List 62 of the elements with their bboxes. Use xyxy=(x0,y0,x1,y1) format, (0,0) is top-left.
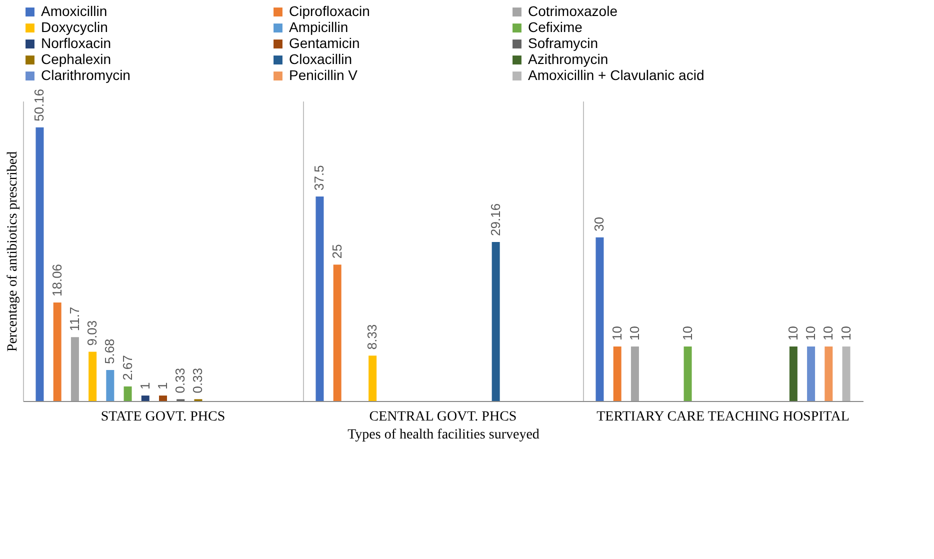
bar xyxy=(596,237,604,401)
data-label: 10 xyxy=(803,326,818,340)
bar xyxy=(141,396,150,401)
data-label: 10 xyxy=(838,326,854,340)
y-axis-title: Percentage of antibiotics prescribed xyxy=(6,151,20,352)
bar xyxy=(124,386,132,401)
data-label: 18.06 xyxy=(49,264,64,296)
bar xyxy=(824,346,833,401)
bar xyxy=(316,196,324,401)
data-label: 10 xyxy=(820,326,836,340)
bar xyxy=(842,346,850,401)
bar xyxy=(789,346,798,401)
data-label: 10 xyxy=(626,326,642,340)
data-label: 0.33 xyxy=(190,368,206,394)
legend-label: Cefixime xyxy=(528,19,583,35)
data-label: 10 xyxy=(609,326,624,340)
data-label: 5.68 xyxy=(102,338,118,364)
legend-label: Clarithromycin xyxy=(41,67,130,83)
data-label: 0.33 xyxy=(172,368,188,394)
legend-label: Amoxicillin xyxy=(41,3,108,19)
bar xyxy=(70,337,79,401)
bar xyxy=(333,264,342,401)
data-label: 2.67 xyxy=(120,355,135,380)
legend-label: Norfloxacin xyxy=(41,35,112,51)
data-label: 1 xyxy=(137,382,152,390)
data-label: 50.16 xyxy=(32,88,47,122)
legend-label: Cotrimoxazole xyxy=(528,3,618,19)
legend-label: Ampicillin xyxy=(289,19,348,35)
data-label: 1 xyxy=(155,382,170,390)
legend-label: Gentamicin xyxy=(289,35,360,51)
bar xyxy=(368,356,377,401)
bar xyxy=(106,370,114,401)
bar xyxy=(159,396,167,401)
data-label: 29.16 xyxy=(488,203,503,236)
data-label: 10 xyxy=(785,326,800,340)
data-label: 9.03 xyxy=(84,320,100,346)
legend-label: Azithromycin xyxy=(528,51,608,67)
legend-label: Ciprofloxacin xyxy=(289,3,370,19)
data-label: 10 xyxy=(680,326,695,340)
x-tick-label: TERTIARY CARE TEACHING HOSPITAL xyxy=(596,410,850,424)
x-axis-title: Types of health facilities surveyed xyxy=(348,428,540,442)
legend-label: Amoxicillin + Clavulanic acid xyxy=(528,67,704,83)
bar xyxy=(492,242,500,401)
bar xyxy=(53,302,62,401)
legend-label: Soframycin xyxy=(528,35,598,51)
data-label: 11.7 xyxy=(66,306,82,332)
bar xyxy=(36,127,44,401)
bar xyxy=(88,352,97,401)
data-label: 30 xyxy=(592,216,607,232)
legend-label: Doxycyclin xyxy=(41,19,108,35)
data-label: 37.5 xyxy=(312,165,327,190)
bar xyxy=(807,346,816,401)
data-label: 8.33 xyxy=(364,324,380,350)
bar xyxy=(613,346,622,401)
x-tick-label: CENTRAL GOVT. PHCS xyxy=(369,410,517,424)
legend-label: Cloxacillin xyxy=(289,51,352,67)
legend-label: Cephalexin xyxy=(41,51,112,67)
bar xyxy=(630,346,639,401)
x-tick-label: STATE GOVT. PHCS xyxy=(100,410,226,424)
data-label: 25 xyxy=(329,244,344,259)
legend-label: Penicillin V xyxy=(289,67,358,83)
bar xyxy=(684,346,692,401)
